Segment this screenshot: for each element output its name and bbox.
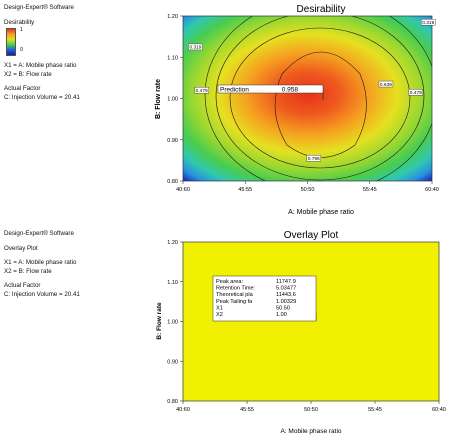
contour-label: 0.798 [308,156,320,162]
overlay-chart: 40:60 45:55 50:50 55:45 60:40 0.80 0.90 1.00 1.1… [156,230,446,435]
contour-line [204,16,432,181]
legend-gradient [6,28,16,57]
contour-line [215,16,425,181]
y-tick-label: 0.80 [167,179,178,185]
y-tick-label: 1.00 [167,97,178,103]
legend-title: Desirability [4,18,35,26]
prediction-value: 0.958 [282,87,299,94]
legend-min: 0 [20,47,24,54]
contour-label: 0.319 [189,45,201,51]
y-tick-label: 1.10 [167,55,178,61]
flag-row-value: 11747.9 [276,279,296,285]
flag-row-label: Peak area: [216,279,243,285]
contour-label-box [408,89,424,96]
y-tick-label: 1.20 [167,240,178,246]
x2-definition: X2 = B: Flow rate [4,267,52,275]
contour-line [229,27,411,169]
contour-line [274,51,367,158]
actual-factor-value: C: Injection Volume = 20.41 [4,290,80,298]
contour-label: 0.319 [422,20,434,26]
x-tick-label: 50:50 [304,407,318,413]
flag-row-value: 1.00 [276,312,287,318]
contour-label: 0.479 [196,88,208,94]
flag-row-label: Peak Tailing fa [216,299,253,305]
color-legend: 1 0 [4,27,80,57]
software-label: Design-Expert® Software [4,230,74,237]
y-tick-label: 0.90 [167,359,178,365]
actual-factor-value: C: Injection Volume = 20.41 [4,93,80,101]
y-tick-label: 1.00 [167,320,178,326]
flag-row-label: X2 [216,312,223,318]
x-tick-label: 45:55 [238,187,252,193]
y-tick-label: 0.80 [167,399,178,405]
contour-label-box [421,18,436,26]
prediction-label: Prediction [220,87,249,94]
x2-definition: X2 = B: Flow rate [4,70,52,78]
actual-factor-label: Actual Factor [4,85,41,93]
contour-label: 0.639 [380,82,392,88]
x-axis-label: A: Mobile phase ratio [280,428,341,435]
x-tick-label: 60:40 [425,187,439,193]
flag-row-label: Theoretical pla [216,292,254,298]
contour-label-box [306,155,321,162]
x1-definition: X1 = A: Mobile phase ratio [4,62,77,70]
software-label: Design-Expert® Software [4,4,74,11]
y-tick-label: 0.90 [167,138,178,144]
desirability-chart: 40:60 45:55 50:50 55:45 60:40 0.80 0.90 1.00 1.1… [155,4,439,216]
x-tick-label: 55:45 [368,407,382,413]
legend-max: 1 [20,27,24,34]
x-tick-label: 50:50 [301,187,315,193]
flag-row-value: 5.03477 [276,286,296,292]
y-axis-label: B: Flow rate [156,302,163,340]
contour-label-box [188,43,203,51]
chart-title: Overlay Plot [284,230,339,241]
contour-lines [204,16,432,181]
x-tick-label: 55:45 [363,187,377,193]
contour-label-box [194,87,209,94]
contour-label-box [378,80,394,88]
x1-definition: X1 = A: Mobile phase ratio [4,259,77,267]
flag-row-value: 50.50 [276,305,290,311]
contour-label: 0.479 [410,90,422,96]
x-tick-label: 40:60 [176,187,190,193]
bottom-side-panel: Design-Expert® Software Overlay Plot X1 … [4,230,80,300]
prediction-flag: Prediction 0.958 [217,84,324,100]
y-tick-label: 1.10 [167,280,178,286]
flag-row-label: X1 [216,305,223,311]
chart-title: Desirability [297,4,346,15]
actual-factor-label: Actual Factor [4,282,41,290]
flag-row-label: Retention Time: [216,286,256,292]
y-axis-label: B: Flow rate [155,79,162,119]
desirability-surface [183,16,432,181]
overlay-subtitle: Overlay Plot [4,244,38,252]
y-tick-label: 1.20 [167,14,178,20]
flag-row-value: 11443.6 [276,292,296,298]
top-side-panel: Design-Expert® Software Desirability 1 0… [4,4,80,103]
x-tick-label: 60:40 [432,407,446,413]
x-tick-label: 45:55 [240,407,254,413]
flag-row-value: 1.00329 [276,299,296,305]
overlay-flag: Peak area: 11747.9 Retention Time: 5.03477 T… [212,275,317,322]
overlay-region [182,241,440,402]
x-tick-label: 40:60 [176,407,190,413]
x-axis-label: A: Mobile phase ratio [288,209,354,216]
